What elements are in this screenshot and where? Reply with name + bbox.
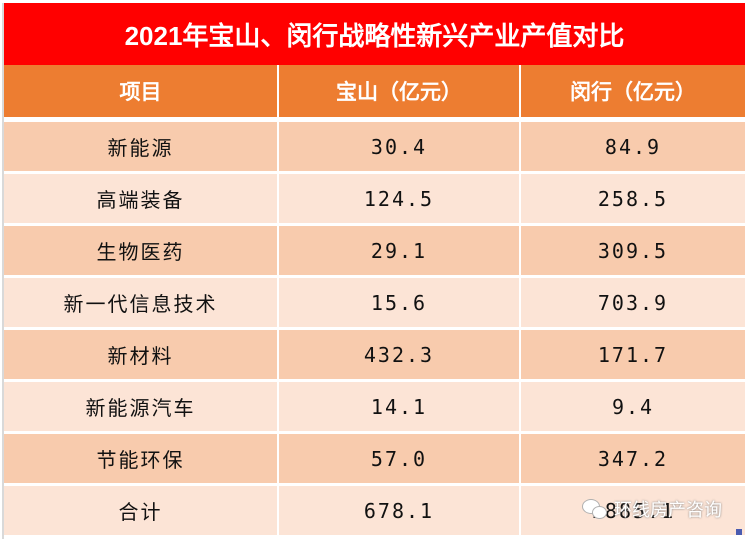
cell-baoshan: 678.1 <box>279 486 519 535</box>
cell-item: 新一代信息技术 <box>4 278 277 327</box>
cell-minhang: 84.9 <box>521 122 745 171</box>
table-row: 高端装备 124.5 258.5 <box>4 174 745 223</box>
cell-baoshan: 14.1 <box>279 382 519 431</box>
table-row: 节能环保 57.0 347.2 <box>4 434 745 483</box>
comparison-table: 项目 宝山（亿元） 闵行（亿元） 新能源 30.4 84.9 高端装备 124.… <box>4 65 745 538</box>
cell-baoshan: 30.4 <box>279 122 519 171</box>
cell-item: 合计 <box>4 486 277 535</box>
table-header-row: 项目 宝山（亿元） 闵行（亿元） <box>4 65 745 117</box>
cell-baoshan: 15.6 <box>279 278 519 327</box>
header-minhang: 闵行（亿元） <box>521 65 745 117</box>
cell-baoshan: 29.1 <box>279 226 519 275</box>
header-item: 项目 <box>4 65 277 117</box>
cell-minhang: 309.5 <box>521 226 745 275</box>
cell-item: 生物医药 <box>4 226 277 275</box>
cell-baoshan: 432.3 <box>279 330 519 379</box>
table-row: 新能源汽车 14.1 9.4 <box>4 382 745 431</box>
cell-baoshan: 124.5 <box>279 174 519 223</box>
corner-mark-icon <box>736 529 742 535</box>
table-row: 新能源 30.4 84.9 <box>4 122 745 171</box>
cell-baoshan: 57.0 <box>279 434 519 483</box>
table-row-total: 合计 678.1 1885.1 <box>4 486 745 535</box>
cell-item: 新能源 <box>4 122 277 171</box>
cell-item: 新材料 <box>4 330 277 379</box>
cell-item: 节能环保 <box>4 434 277 483</box>
table-title: 2021年宝山、闵行战略性新兴产业产值对比 <box>4 3 745 65</box>
cell-minhang: 171.7 <box>521 330 745 379</box>
cell-minhang: 1885.1 <box>521 486 745 535</box>
cell-minhang: 703.9 <box>521 278 745 327</box>
table-row: 生物医药 29.1 309.5 <box>4 226 745 275</box>
cell-item: 新能源汽车 <box>4 382 277 431</box>
cell-minhang: 9.4 <box>521 382 745 431</box>
cell-minhang: 347.2 <box>521 434 745 483</box>
table-frame: 2021年宝山、闵行战略性新兴产业产值对比 项目 宝山（亿元） 闵行（亿元） 新… <box>2 3 745 539</box>
table-row: 新一代信息技术 15.6 703.9 <box>4 278 745 327</box>
cell-minhang: 258.5 <box>521 174 745 223</box>
table-row: 新材料 432.3 171.7 <box>4 330 745 379</box>
header-baoshan: 宝山（亿元） <box>279 65 519 117</box>
cell-item: 高端装备 <box>4 174 277 223</box>
